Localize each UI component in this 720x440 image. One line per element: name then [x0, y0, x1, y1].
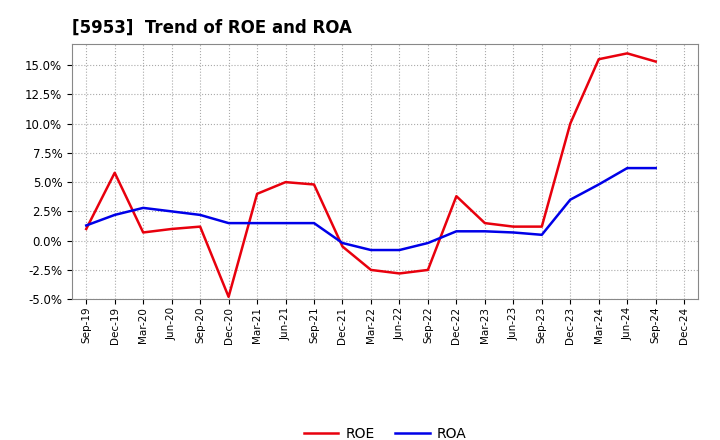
ROE: [139, 230, 148, 235]
ROA: [537, 232, 546, 238]
ROA: [82, 223, 91, 228]
ROA: [196, 212, 204, 217]
ROE: [395, 271, 404, 276]
ROE: [566, 121, 575, 126]
ROA: [509, 230, 518, 235]
ROA: [110, 212, 119, 217]
ROE: [225, 294, 233, 300]
Legend: ROE, ROA: ROE, ROA: [298, 421, 472, 440]
ROE: [595, 57, 603, 62]
ROA: [338, 240, 347, 246]
ROA: [652, 165, 660, 171]
ROE: [480, 220, 489, 226]
ROA: [566, 197, 575, 202]
ROA: [480, 229, 489, 234]
ROE: [196, 224, 204, 229]
ROA: [282, 220, 290, 226]
ROE: [452, 194, 461, 199]
ROE: [423, 267, 432, 272]
ROA: [253, 220, 261, 226]
ROE: [623, 51, 631, 56]
ROE: [110, 170, 119, 176]
ROA: [423, 240, 432, 246]
Text: [5953]  Trend of ROE and ROA: [5953] Trend of ROE and ROA: [72, 19, 352, 37]
ROE: [537, 224, 546, 229]
ROE: [282, 180, 290, 185]
Line: ROE: ROE: [86, 53, 656, 297]
ROA: [139, 205, 148, 210]
ROA: [225, 220, 233, 226]
ROA: [623, 165, 631, 171]
ROE: [652, 59, 660, 64]
ROE: [366, 267, 375, 272]
ROA: [167, 209, 176, 214]
ROE: [82, 226, 91, 231]
ROE: [253, 191, 261, 197]
ROE: [167, 226, 176, 231]
ROE: [509, 224, 518, 229]
ROE: [338, 244, 347, 249]
ROA: [366, 247, 375, 253]
ROA: [395, 247, 404, 253]
ROA: [452, 229, 461, 234]
ROE: [310, 182, 318, 187]
ROA: [310, 220, 318, 226]
ROA: [595, 182, 603, 187]
Line: ROA: ROA: [86, 168, 656, 250]
